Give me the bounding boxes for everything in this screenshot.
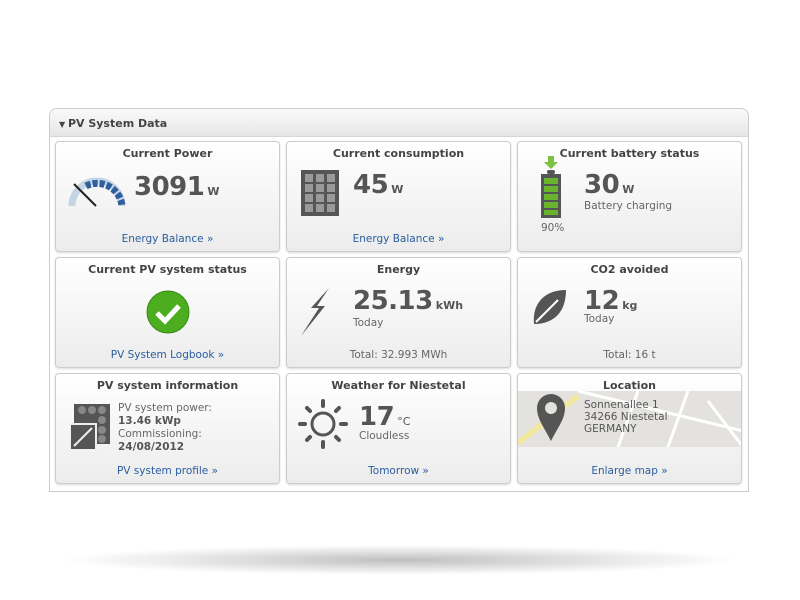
battery-status-text: Battery charging — [584, 200, 673, 212]
check-ok-icon — [146, 290, 190, 334]
energy-balance-link[interactable]: Energy Balance » — [352, 233, 445, 245]
power-value: 3091 W — [134, 172, 220, 202]
commissioning-date: 24/08/2012 — [118, 441, 185, 453]
card-co2-avoided: CO2 avoided 12 kg Today Total: 16 t — [517, 257, 742, 368]
card-title: PV system information — [96, 379, 239, 392]
pv-info-details: PV system power: 13.46 kWp Commissioning… — [118, 402, 212, 454]
pv-system-logbook-link[interactable]: PV System Logbook » — [110, 349, 225, 361]
card-weather: Weather for Niestetal 17 °C Cloudless Tom… — [286, 373, 511, 484]
battery-charge-percent: 90% — [541, 222, 565, 234]
energy-balance-link[interactable]: Energy Balance » — [121, 233, 214, 245]
card-title: Current PV system status — [88, 263, 247, 276]
card-pv-system-information: PV system information PV system power: 1… — [55, 373, 280, 484]
card-battery-status: Current battery status 90% 30 W Battery c… — [517, 141, 742, 252]
address: Sonnenallee 1 34266 Niestetal GERMANY — [584, 399, 668, 435]
card-energy: Energy 25.13 kWh Today Total: 32.993 MWh — [286, 257, 511, 368]
tomorrow-link[interactable]: Tomorrow » — [368, 465, 429, 477]
card-title: Current battery status — [559, 147, 700, 160]
battery-value: 30 W — [584, 170, 635, 200]
energy-value: 25.13 kWh — [353, 286, 464, 316]
sun-icon — [298, 399, 348, 449]
consumption-value: 45 W — [353, 170, 404, 200]
card-location: Location Sonnenallee 1 34266 Niestetal G… — [517, 373, 742, 484]
location-map[interactable]: Sonnenallee 1 34266 Niestetal GERMANY — [518, 391, 741, 447]
panel-title: PV System Data — [67, 117, 168, 130]
panel-header[interactable]: ▼ PV System Data — [50, 109, 748, 137]
co2-period: Today — [584, 313, 615, 325]
enlarge-map-link[interactable]: Enlarge map » — [591, 465, 668, 477]
battery-charging-icon — [541, 156, 561, 218]
card-title: Location — [603, 379, 656, 392]
co2-total: Total: 16 t — [603, 349, 656, 361]
card-title: Weather for Niestetal — [331, 379, 466, 392]
energy-total: Total: 32.993 MWh — [349, 349, 448, 361]
pv-system-icon — [70, 404, 110, 450]
energy-period: Today — [353, 317, 384, 329]
card-title: CO2 avoided — [590, 263, 669, 276]
card-title: Current Power — [122, 147, 213, 160]
commissioning-label: Commissioning: — [118, 428, 202, 440]
address-country: GERMANY — [584, 423, 637, 435]
weather-condition: Cloudless — [359, 430, 410, 442]
card-pv-system-status: Current PV system status PV System Logbo… — [55, 257, 280, 368]
leaf-icon — [533, 290, 566, 324]
pv-system-profile-link[interactable]: PV system profile » — [116, 465, 219, 477]
address-city: 34266 Niestetal — [584, 411, 668, 423]
collapse-triangle-icon[interactable]: ▼ — [59, 120, 68, 129]
temperature-value: 17 °C — [359, 402, 411, 432]
solar-panel-icon — [301, 170, 339, 216]
panel-shadow — [60, 545, 740, 575]
map-pin-icon — [537, 394, 565, 441]
card-current-consumption: Current consumption 45 W Energy Balance » — [286, 141, 511, 252]
card-title: Current consumption — [332, 147, 465, 160]
gauge-icon — [68, 177, 126, 207]
lightning-icon — [301, 288, 329, 336]
card-current-power: Current Power 3091 W Energy Balance » — [55, 141, 280, 252]
card-title: Energy — [376, 263, 421, 276]
co2-value: 12 kg — [584, 286, 638, 316]
pv-power-label: PV system power: — [118, 402, 212, 414]
address-street: Sonnenallee 1 — [584, 399, 659, 411]
pv-power-value: 13.46 kWp — [118, 415, 181, 427]
